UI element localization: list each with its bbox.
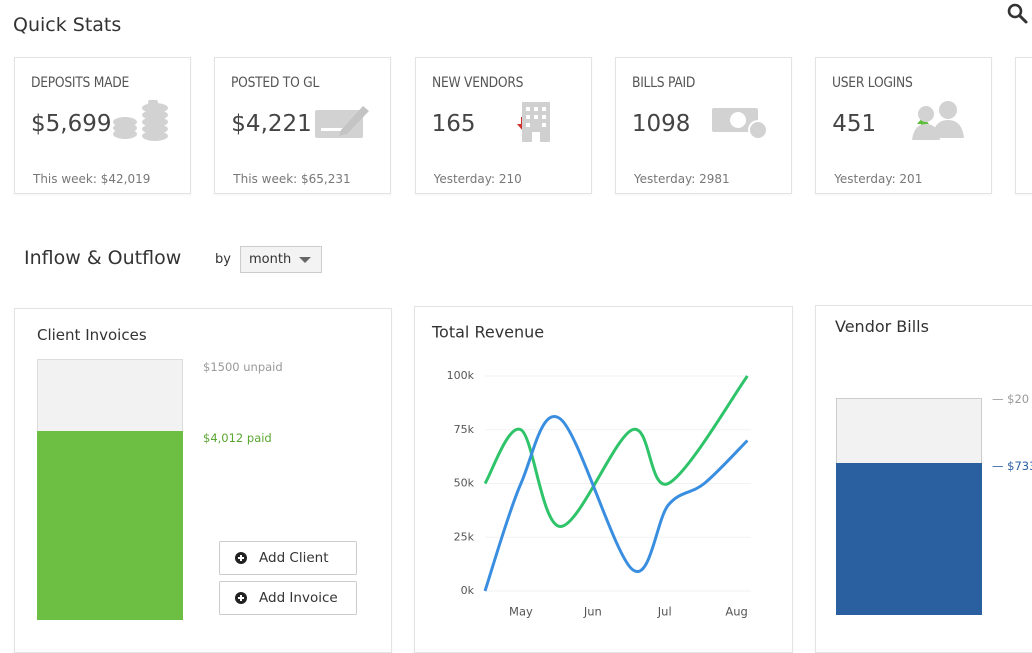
stat-icon	[113, 100, 168, 141]
button-label: Add Invoice	[259, 590, 338, 606]
stat-label: POSTED TO GL	[231, 75, 320, 91]
revenue-card	[414, 306, 793, 653]
stat-card: POSTED TO GL $4,221 This week: $65,231	[214, 57, 392, 194]
stat-icon	[711, 108, 768, 140]
stat-card	[1015, 57, 1032, 194]
stat-foot: This week: $65,231	[233, 172, 351, 186]
stat-value: 1098	[631, 111, 691, 137]
add-client-button[interactable]: Add Client	[219, 541, 357, 575]
stat-value: 451	[832, 111, 877, 137]
card-title: Client Invoices	[37, 326, 147, 344]
stat-icon	[315, 106, 370, 138]
card-title: Vendor Bills	[835, 317, 929, 336]
stat-value: 165	[431, 111, 476, 137]
stat-icon	[912, 101, 965, 140]
label-text: $20	[1007, 392, 1030, 406]
stat-label: BILLS PAID	[631, 75, 696, 91]
paid-segment	[37, 431, 183, 620]
unpaid-label: $1500 unpaid	[203, 360, 283, 374]
dropdown-arrow	[299, 257, 311, 263]
by-label: by	[215, 252, 231, 267]
section-title: Inflow & Outflow	[24, 247, 182, 269]
label-text: $733	[1007, 459, 1032, 473]
stat-foot: This week: $42,019	[33, 172, 151, 186]
vendor-bar	[836, 398, 982, 615]
stat-value: $5,699	[31, 111, 112, 137]
search-icon[interactable]	[1007, 3, 1029, 25]
page-title: Quick Stats	[13, 14, 122, 36]
stat-label: DEPOSITS MADE	[31, 75, 130, 91]
vendor-bar-paid	[836, 463, 982, 615]
stat-foot: Yesterday: 210	[433, 172, 522, 186]
vendor-top-label: — $20	[992, 392, 1029, 406]
add-invoice-button[interactable]: Add Invoice	[219, 581, 357, 615]
stat-card: USER LOGINS 451 Yesterday: 201	[815, 57, 993, 194]
period-select[interactable]: month	[240, 246, 322, 273]
stat-card: DEPOSITS MADE $5,699 This week: $42,019	[14, 57, 191, 194]
stat-card: NEW VENDORS 165 Yesterday: 210	[414, 57, 592, 194]
invoice-bar	[37, 359, 183, 620]
dash: —	[992, 459, 1008, 473]
button-label: Add Client	[259, 550, 329, 566]
period-value: month	[249, 252, 292, 267]
stat-label: USER LOGINS	[832, 75, 913, 91]
client-invoices-card: Client Invoices $1500 unpaid $4,012 paid…	[14, 308, 392, 653]
vendor-bills-card: Vendor Bills — $20 — $733	[815, 305, 1032, 653]
dash: —	[992, 392, 1008, 406]
stat-foot: Yesterday: 201	[834, 172, 923, 186]
stat-value: $4,221	[231, 111, 312, 137]
stat-card: BILLS PAID 1098 Yesterday: 2981	[614, 57, 792, 194]
stat-label: NEW VENDORS	[431, 75, 523, 91]
stat-icon	[521, 102, 550, 142]
paid-label: $4,012 paid	[203, 431, 272, 446]
stat-foot: Yesterday: 2981	[633, 172, 730, 186]
vendor-bottom-label: — $733	[992, 459, 1032, 473]
